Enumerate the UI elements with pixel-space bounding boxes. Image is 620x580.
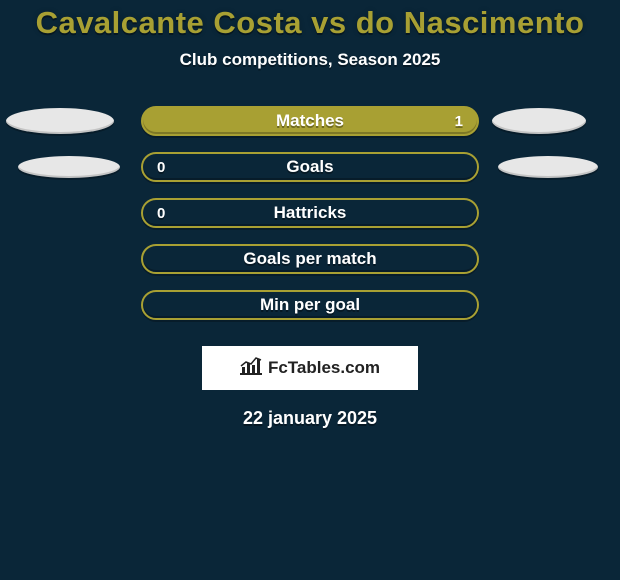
stats-rows: Matches 1 0 Goals 0 Hattricks Goals per match M…	[0, 98, 620, 328]
stat-label: Min per goal	[260, 295, 360, 315]
stat-pill: Min per goal	[141, 290, 479, 320]
date-text: 22 january 2025	[0, 408, 620, 429]
page-title: Cavalcante Costa vs do Nascimento	[0, 0, 620, 40]
stat-pill: Matches 1	[141, 106, 479, 136]
side-ellipse-right	[498, 156, 598, 178]
side-ellipse-left	[18, 156, 120, 178]
stat-value-left: 0	[157, 159, 165, 176]
attribution-box: FcTables.com	[202, 346, 418, 390]
chart-icon	[240, 357, 262, 380]
stat-label: Goals per match	[243, 249, 376, 269]
stat-row: Matches 1	[0, 98, 620, 144]
subtitle: Club competitions, Season 2025	[0, 50, 620, 70]
stat-row: 0 Goals	[0, 144, 620, 190]
stat-label: Matches	[276, 111, 344, 131]
stat-row: 0 Hattricks	[0, 190, 620, 236]
stat-pill: 0 Goals	[141, 152, 479, 182]
stat-label: Goals	[286, 157, 333, 177]
stat-row: Goals per match	[0, 236, 620, 282]
stat-row: Min per goal	[0, 282, 620, 328]
stat-value-left: 0	[157, 205, 165, 222]
stat-label: Hattricks	[274, 203, 347, 223]
side-ellipse-right	[492, 108, 586, 134]
attribution-text: FcTables.com	[268, 358, 380, 378]
stat-value-right: 1	[455, 113, 463, 130]
stat-pill: Goals per match	[141, 244, 479, 274]
side-ellipse-left	[6, 108, 114, 134]
stat-pill: 0 Hattricks	[141, 198, 479, 228]
